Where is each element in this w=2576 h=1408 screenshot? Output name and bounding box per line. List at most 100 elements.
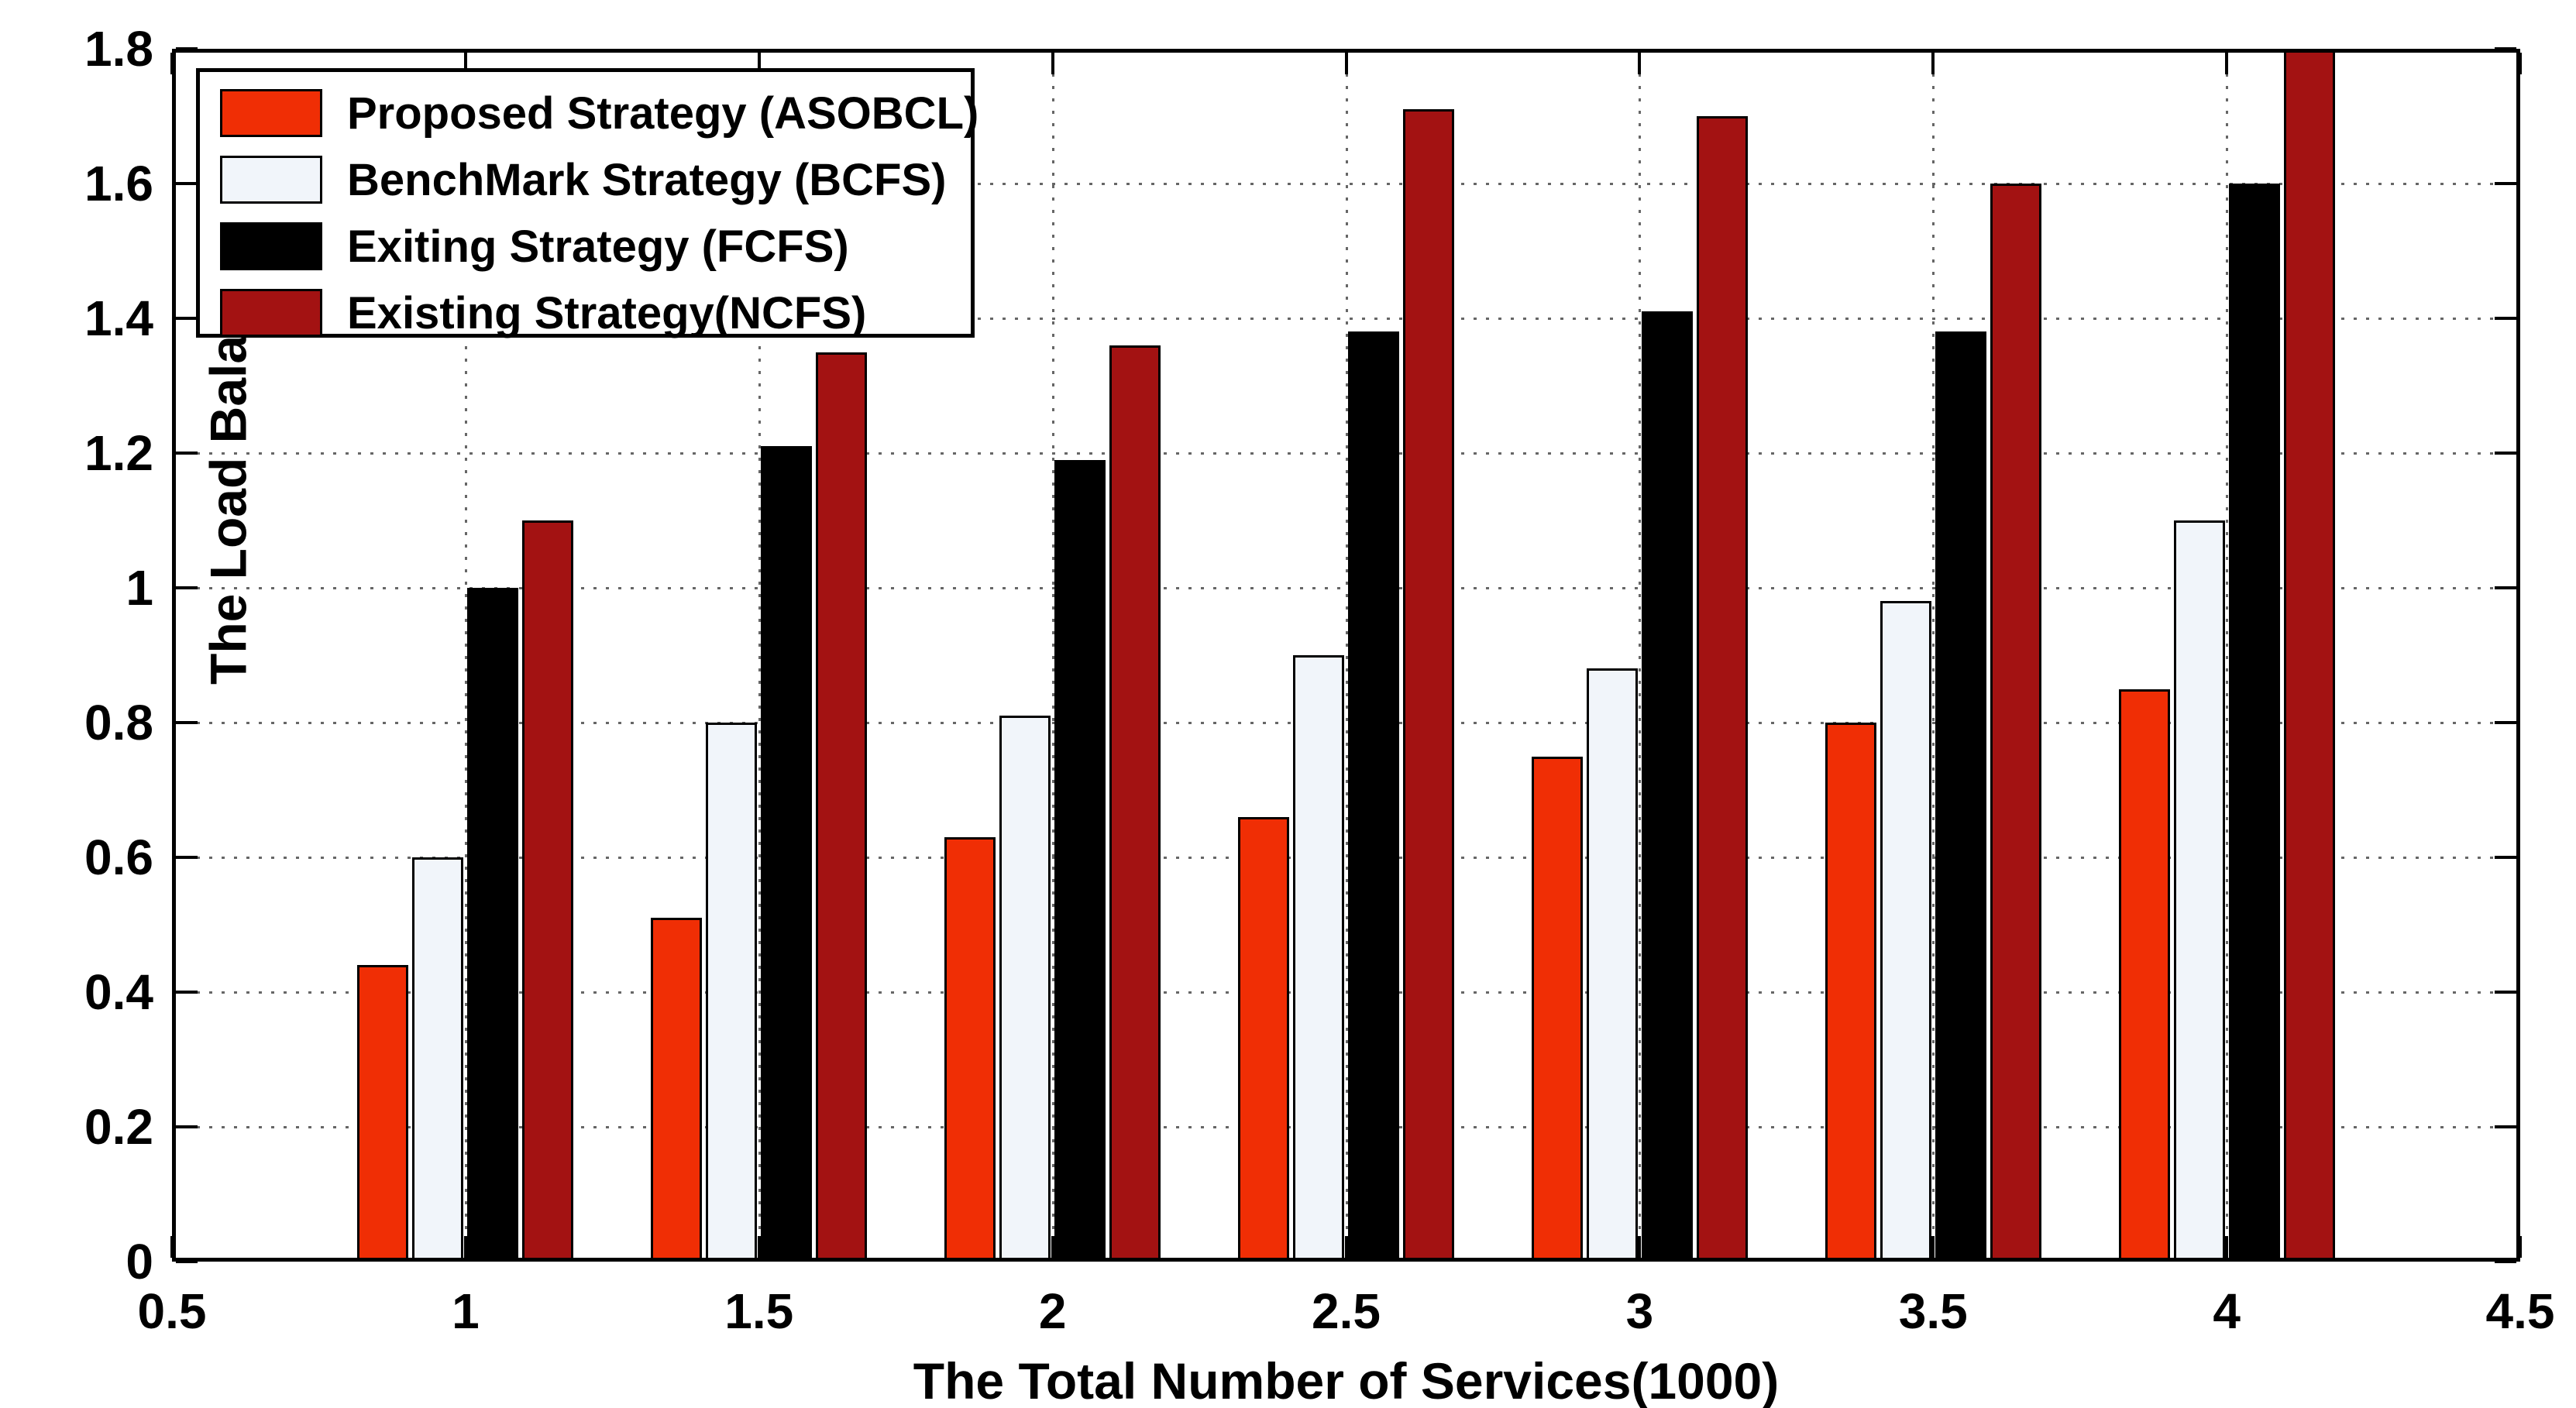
grid-line-x [2226,49,2229,1262]
y-axis-tick [176,721,198,724]
y-axis-tick-right [2495,991,2516,994]
x-tick-label: 3 [1625,1283,1654,1339]
y-axis-tick-right [2495,317,2516,320]
bar-exiting-strategy-fcfs- [467,588,519,1262]
x-tick-label: 2.5 [1312,1283,1381,1339]
bar-exiting-strategy-fcfs- [1348,331,1399,1262]
y-axis-tick-right [2495,1260,2516,1263]
y-tick-label: 1.2 [84,425,153,481]
x-axis-tick [1638,1236,1642,1258]
x-axis-tick [1344,1236,1348,1258]
y-axis-tick [176,1125,198,1128]
bar-existing-strategy-ncfs- [816,352,868,1262]
legend-swatch [220,156,322,204]
x-axis-tick-top [757,53,761,74]
x-axis-tick [2519,1236,2522,1258]
y-axis-tick [176,586,198,589]
x-tick-label: 2 [1038,1283,1067,1339]
y-axis-tick [176,856,198,859]
bar-existing-strategy-ncfs- [2283,49,2335,1262]
bar-exiting-strategy-fcfs- [2228,184,2280,1262]
x-axis-tick-top [2519,53,2522,74]
x-tick-label: 3.5 [1898,1283,1968,1339]
y-axis-tick-right [2495,452,2516,455]
bar-existing-strategy-ncfs- [1696,116,1748,1262]
legend-swatch [220,222,322,270]
y-tick-label: 0.8 [84,695,153,750]
y-axis-tick [176,452,198,455]
legend-label: Proposed Strategy (ASOBCL) [347,88,979,139]
x-tick-label: 4 [2213,1283,2241,1339]
bar-benchmark-strategy-bcfs- [412,857,464,1262]
bar-benchmark-strategy-bcfs- [1293,655,1344,1262]
grid-line-x [464,49,467,1262]
bar-benchmark-strategy-bcfs- [1880,601,1931,1262]
bar-exiting-strategy-fcfs- [1641,311,1693,1262]
x-axis-tick [1051,1236,1054,1258]
y-tick-label: 0.6 [84,829,153,885]
grid-line-x [1051,49,1054,1262]
legend-label: BenchMark Strategy (BCFS) [347,154,947,205]
grid-line-x [758,49,761,1262]
x-axis-tick-top [170,53,174,74]
x-tick-label: 4.5 [2485,1283,2555,1339]
bar-existing-strategy-ncfs- [1990,184,2041,1262]
legend-item: Existing Strategy(NCFS) [220,281,971,345]
bar-proposed-strategy-asobcl- [1531,756,1583,1262]
bar-benchmark-strategy-bcfs- [2173,520,2225,1262]
y-tick-label: 0.2 [84,1099,153,1155]
bar-existing-strategy-ncfs- [1403,109,1454,1262]
x-axis-tick-top [1344,53,1348,74]
x-axis-tick-top [1051,53,1054,74]
legend-item: Exiting Strategy (FCFS) [220,215,971,278]
x-axis-tick [170,1236,174,1258]
y-axis-tick-right [2495,182,2516,185]
x-axis-tick [463,1236,467,1258]
y-tick-label: 1.8 [84,21,153,77]
y-axis-tick-right [2495,721,2516,724]
y-tick-label: 0 [126,1234,153,1290]
bar-proposed-strategy-asobcl- [651,918,703,1262]
x-axis-label: The Total Number of Services(1000) [913,1352,1780,1408]
x-axis-tick [2225,1236,2229,1258]
bar-proposed-strategy-asobcl- [1825,723,1876,1262]
y-axis-tick [176,47,198,50]
legend-label: Exiting Strategy (FCFS) [347,221,849,272]
grid-line-x [1345,49,1348,1262]
x-tick-label: 0.5 [137,1283,207,1339]
bar-existing-strategy-ncfs- [522,520,574,1262]
x-axis-tick [1931,1236,1935,1258]
x-axis-tick-top [1931,53,1935,74]
bar-proposed-strategy-asobcl- [1238,816,1289,1262]
y-axis-tick [176,991,198,994]
y-tick-label: 1 [126,560,153,616]
bar-benchmark-strategy-bcfs- [999,716,1051,1262]
bar-proposed-strategy-asobcl- [357,965,409,1262]
y-tick-label: 1.4 [84,290,153,346]
grid-line-x [1932,49,1935,1262]
y-axis-tick [176,182,198,185]
x-axis-tick-top [463,53,467,74]
x-axis-tick [757,1236,761,1258]
legend-item: BenchMark Strategy (BCFS) [220,148,971,211]
y-tick-label: 0.4 [84,964,153,1020]
x-axis-tick-top [1638,53,1642,74]
x-axis-tick-top [2225,53,2229,74]
legend-item: Proposed Strategy (ASOBCL) [220,81,978,145]
bar-proposed-strategy-asobcl- [944,836,996,1262]
y-tick-label: 1.6 [84,156,153,211]
legend: Proposed Strategy (ASOBCL) BenchMark Stra… [196,68,978,338]
y-axis-tick-right [2495,856,2516,859]
bar-proposed-strategy-asobcl- [2118,689,2170,1262]
y-axis-tick-right [2495,1125,2516,1128]
bar-benchmark-strategy-bcfs- [706,723,758,1262]
bar-exiting-strategy-fcfs- [761,446,813,1262]
legend-label: Existing Strategy(NCFS) [347,287,867,338]
legend-swatch [220,89,322,137]
grid-line-x [1639,49,1642,1262]
y-axis-tick [176,317,198,320]
y-axis-tick-right [2495,47,2516,50]
bar-benchmark-strategy-bcfs- [1586,668,1638,1262]
legend-swatch [220,289,322,337]
